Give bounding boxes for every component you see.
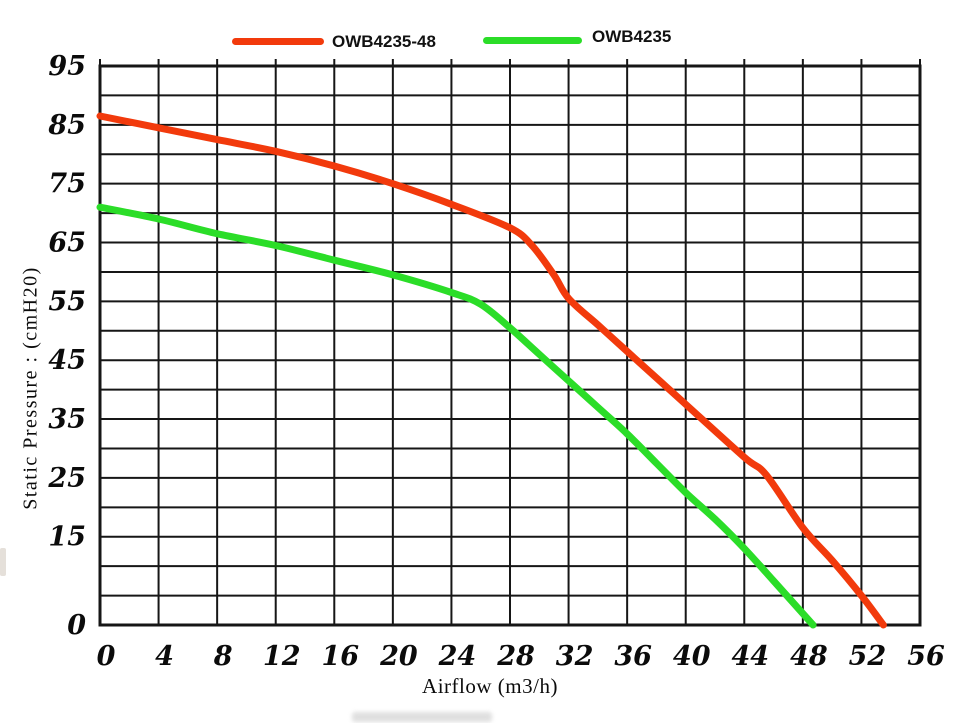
x-tick-label: 16 — [321, 641, 359, 672]
x-tick-label: 24 — [438, 641, 477, 672]
x-tick-label: 36 — [614, 641, 652, 672]
x-tick-label: 52 — [849, 641, 887, 672]
left-edge-artifact — [0, 548, 6, 576]
x-tick-label: 12 — [263, 641, 301, 672]
y-tick-label: 35 — [48, 404, 86, 435]
y-tick-label: 0 — [67, 610, 86, 641]
y-tick-label: 15 — [48, 522, 86, 553]
y-axis-title: Static Pressure : (cmH20) — [19, 266, 42, 510]
x-tick-label: 28 — [496, 641, 535, 672]
x-tick-label: 20 — [379, 641, 418, 672]
x-tick-label: 32 — [556, 641, 594, 672]
x-tick-label: 40 — [673, 641, 711, 672]
plot-border — [98, 64, 922, 627]
x-tick-label: 4 — [155, 641, 174, 672]
y-tick-label: 85 — [47, 110, 86, 141]
x-tick-label: 48 — [790, 641, 828, 672]
x-tick-label: 0 — [97, 641, 116, 672]
legend-line-swatch-owb4235-48 — [232, 38, 324, 45]
y-tick-label: 55 — [48, 286, 86, 317]
legend-label-owb4235: OWB4235 — [592, 27, 672, 46]
bottom-smudge-artifact — [352, 712, 492, 722]
series-curve-owb4235-48 — [96, 112, 887, 629]
y-tick-label: 25 — [47, 463, 86, 494]
x-tick-label: 56 — [907, 641, 945, 672]
legend-line-swatch-owb4235 — [483, 37, 582, 44]
x-tick-label: 44 — [731, 641, 769, 672]
legend-label-owb4235-48: OWB4235-48 — [332, 32, 436, 51]
y-tick-label: 75 — [48, 169, 86, 200]
y-tick-label: 45 — [48, 345, 86, 376]
y-tick-label: 65 — [48, 228, 86, 259]
y-tick-label: 95 — [48, 51, 86, 82]
series-curve-owb4235 — [96, 203, 817, 629]
x-axis-title: Airflow (m3/h) — [422, 674, 558, 698]
x-tick-label: 8 — [213, 641, 233, 672]
